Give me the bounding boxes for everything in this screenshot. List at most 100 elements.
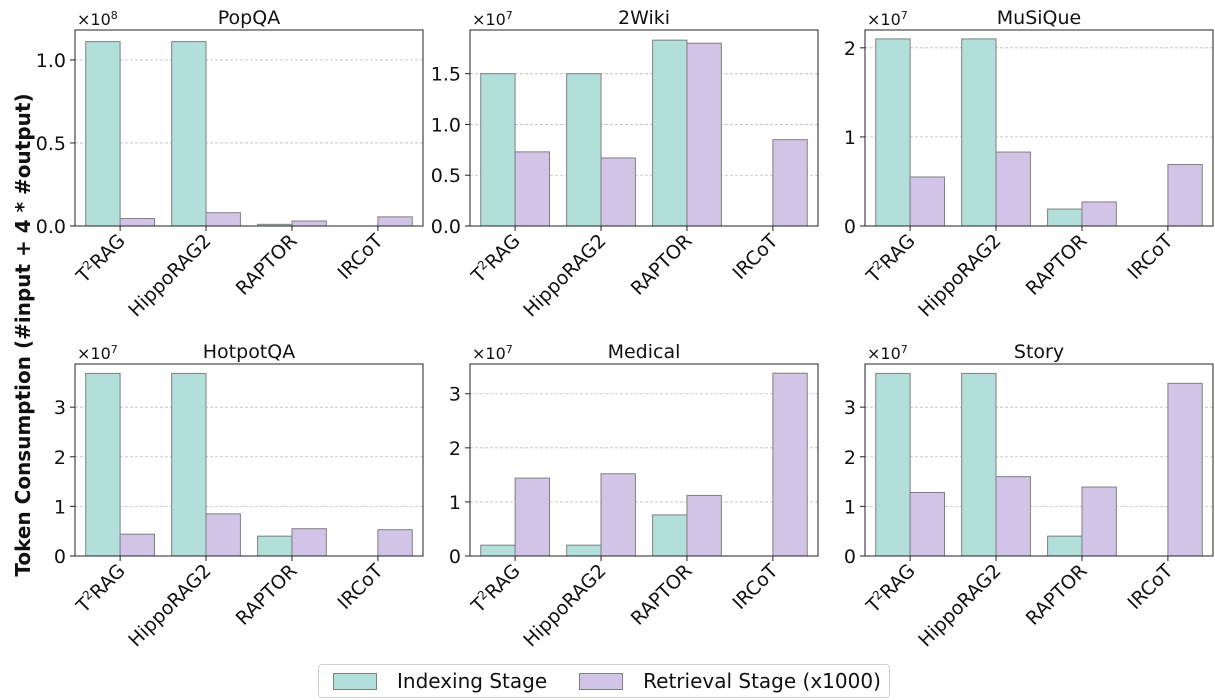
x-tick-label: HippoRAG2 bbox=[519, 230, 610, 321]
x-tick-label: HippoRAG2 bbox=[519, 560, 610, 651]
bar-retrieval bbox=[1081, 201, 1117, 227]
chart-figure: Token Consumption (#input + 4 * #output)… bbox=[11, 7, 1214, 651]
axis-multiplier: ×107 bbox=[77, 343, 118, 364]
chart-title: HotpotQA bbox=[203, 341, 295, 363]
bar-retrieval bbox=[1167, 164, 1203, 227]
y-tick-label: 1 bbox=[449, 492, 461, 514]
bar-indexing bbox=[961, 372, 997, 557]
axis-multiplier: ×107 bbox=[472, 9, 513, 30]
x-tick-label: RAPTOR bbox=[232, 560, 302, 630]
y-tick-label: 0.0 bbox=[36, 216, 66, 238]
bar-indexing bbox=[566, 73, 602, 227]
bar-retrieval bbox=[909, 491, 945, 557]
plot-frame bbox=[864, 363, 1214, 557]
y-tick-label: 0.0 bbox=[431, 216, 461, 238]
x-tick-label: RAPTOR bbox=[1022, 230, 1092, 300]
x-tick-label: RAPTOR bbox=[1022, 560, 1092, 630]
legend-swatch-retrieval bbox=[579, 672, 624, 690]
y-tick-label: 1 bbox=[54, 496, 66, 518]
bar-retrieval bbox=[686, 494, 722, 557]
bar-indexing bbox=[85, 41, 121, 227]
axis-multiplier: ×108 bbox=[77, 9, 118, 30]
legend-item-retrieval: Retrieval Stage (x1000) bbox=[579, 669, 881, 693]
x-tick-label: RAPTOR bbox=[232, 230, 302, 300]
bar-indexing bbox=[652, 39, 688, 227]
x-tick-label: IRCoT bbox=[728, 560, 782, 614]
y-tick-label: 0 bbox=[449, 546, 461, 568]
legend-label-indexing: Indexing Stage bbox=[397, 669, 548, 693]
plot-frame bbox=[469, 363, 819, 557]
x-tick-label: RAPTOR bbox=[627, 560, 697, 630]
chart-title: Medical bbox=[608, 341, 681, 363]
axis-multiplier: ×107 bbox=[472, 343, 513, 364]
x-tick-label: HippoRAG2 bbox=[124, 560, 215, 651]
x-tick-label: HippoRAG2 bbox=[124, 230, 215, 321]
bar-retrieval bbox=[600, 473, 636, 557]
bar-retrieval bbox=[205, 212, 241, 227]
bar-retrieval bbox=[772, 139, 808, 227]
x-tick-label: T2RAG bbox=[861, 559, 920, 618]
x-tick-label: IRCoT bbox=[1123, 560, 1177, 614]
bar-retrieval bbox=[205, 513, 241, 557]
x-tick-label: T2RAG bbox=[71, 229, 130, 288]
bar-retrieval bbox=[995, 151, 1031, 227]
chart-title: 2Wiki bbox=[618, 7, 670, 29]
plot-frame bbox=[469, 29, 819, 227]
bar-indexing bbox=[566, 544, 602, 557]
bar-retrieval bbox=[772, 372, 808, 557]
x-tick-label: IRCoT bbox=[333, 560, 387, 614]
bar-indexing bbox=[875, 372, 911, 557]
bar-retrieval bbox=[119, 218, 155, 227]
x-tick-label: IRCoT bbox=[1123, 230, 1177, 284]
bar-retrieval bbox=[119, 533, 155, 557]
bar-retrieval bbox=[377, 529, 413, 557]
y-tick-label: 3 bbox=[449, 384, 461, 406]
bar-indexing bbox=[875, 38, 911, 227]
bar-retrieval bbox=[1167, 382, 1203, 557]
bar-retrieval bbox=[686, 42, 722, 227]
bar-retrieval bbox=[291, 528, 327, 557]
x-tick-label: HippoRAG2 bbox=[914, 560, 1005, 651]
chart-title: MuSiQue bbox=[997, 7, 1081, 29]
bar-indexing bbox=[1047, 535, 1083, 557]
y-tick-label: 1 bbox=[844, 127, 856, 149]
bar-indexing bbox=[480, 544, 516, 557]
bar-retrieval bbox=[514, 151, 550, 227]
bar-indexing bbox=[171, 41, 207, 227]
x-tick-label: T2RAG bbox=[71, 559, 130, 618]
bar-retrieval bbox=[995, 476, 1031, 557]
y-tick-label: 0 bbox=[844, 546, 856, 568]
y-tick-label: 1.0 bbox=[431, 114, 461, 136]
bar-indexing bbox=[171, 372, 207, 557]
x-tick-label: T2RAG bbox=[861, 229, 920, 288]
y-tick-label: 3 bbox=[54, 397, 66, 419]
y-tick-label: 0.5 bbox=[431, 165, 461, 187]
legend: Indexing Stage Retrieval Stage (x1000) bbox=[318, 664, 890, 698]
chart-title: PopQA bbox=[218, 7, 280, 29]
y-tick-label: 1 bbox=[844, 496, 856, 518]
chart-title: Story bbox=[1014, 341, 1064, 363]
y-tick-label: 2 bbox=[449, 438, 461, 460]
x-tick-label: IRCoT bbox=[333, 230, 387, 284]
axis-multiplier: ×107 bbox=[867, 9, 908, 30]
plot-frame bbox=[864, 29, 1214, 227]
bar-indexing bbox=[1047, 208, 1083, 227]
y-tick-label: 1.0 bbox=[36, 50, 66, 72]
x-tick-label: HippoRAG2 bbox=[914, 230, 1005, 321]
bar-indexing bbox=[961, 38, 997, 227]
x-tick-label: T2RAG bbox=[466, 229, 525, 288]
plot-frame bbox=[74, 29, 424, 227]
legend-swatch-indexing bbox=[333, 672, 377, 690]
bar-retrieval bbox=[909, 176, 945, 227]
x-tick-label: RAPTOR bbox=[627, 230, 697, 300]
bar-retrieval bbox=[1081, 486, 1117, 557]
legend-item-indexing: Indexing Stage bbox=[333, 669, 547, 693]
legend-label-retrieval: Retrieval Stage (x1000) bbox=[643, 669, 881, 693]
bar-indexing bbox=[85, 372, 121, 557]
y-tick-label: 2 bbox=[844, 38, 856, 60]
y-tick-label: 1.5 bbox=[431, 64, 461, 86]
